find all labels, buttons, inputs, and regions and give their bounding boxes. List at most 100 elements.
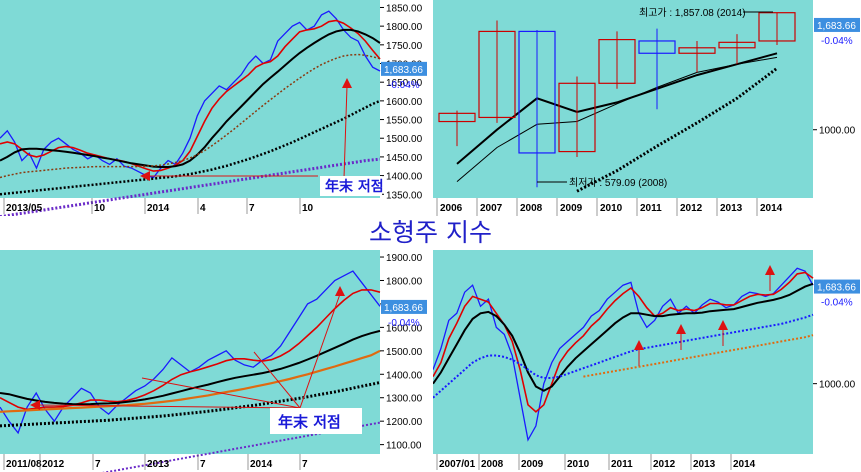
chart-yearly-candles: 2006 2007 2008 2009 2010 2011 2012 2013 2014 1000… bbox=[433, 0, 861, 216]
plot-background bbox=[0, 0, 380, 216]
last-value-badge bbox=[381, 299, 427, 314]
y-axis-area bbox=[380, 0, 428, 216]
y-tick-label: 1000.00 bbox=[819, 380, 856, 391]
candle-body bbox=[598, 38, 636, 84]
x-tick-label: 2012 bbox=[653, 459, 676, 470]
series-ma-200 bbox=[0, 99, 381, 196]
high-label: 최고가 : 1,857.08 (2014) bbox=[639, 7, 746, 19]
x-tick-label: 2012 bbox=[680, 203, 703, 214]
x-tick-label: 2012 bbox=[42, 459, 65, 470]
annotation-arrow-line bbox=[253, 351, 301, 409]
annotation-label: 年末 저점 bbox=[278, 413, 341, 431]
y-tick-label: 1800.00 bbox=[386, 22, 423, 33]
annotation-box bbox=[270, 408, 362, 434]
y-tick-label: 1450.00 bbox=[386, 153, 423, 164]
x-tick-label: 2009 bbox=[521, 459, 544, 470]
y-tick-label: 1800.00 bbox=[386, 276, 423, 287]
y-tick-label: 1550.00 bbox=[386, 116, 423, 127]
candle-body bbox=[638, 40, 676, 54]
x-tick-label: 2011 bbox=[640, 203, 662, 214]
change-label: -0.04% bbox=[821, 298, 853, 309]
x-tick-label: 2010 bbox=[600, 203, 623, 214]
last-value-badge bbox=[814, 279, 860, 294]
y-tick-label: 1400.00 bbox=[386, 370, 423, 381]
y-tick-label: 1400.00 bbox=[386, 172, 423, 183]
x-tick-label: 2013 bbox=[720, 203, 743, 214]
chart-monthly: 1000.00 2007/01 2008 2009 2010 2011 2012 2013 20… bbox=[433, 250, 861, 472]
series-ma-black bbox=[0, 329, 381, 406]
last-value-label: 1,683.66 bbox=[384, 65, 423, 76]
candle-body bbox=[758, 12, 796, 42]
y-axis-area bbox=[813, 0, 861, 216]
annotation-arrow-head bbox=[765, 265, 775, 275]
x-axis-area bbox=[433, 454, 813, 472]
chart-daily-long: 1900.001800.001700.001600.001500.001400.… bbox=[0, 250, 428, 472]
y-tick-label: 1650.00 bbox=[386, 78, 423, 89]
last-value-badge bbox=[381, 61, 427, 76]
low-label: 최저가 : 579.09 (2008) bbox=[569, 177, 667, 189]
x-tick-label: 2011 bbox=[611, 459, 633, 470]
chart-daily-recent: 1850.001800.001750.001700.001650.001600.… bbox=[0, 0, 428, 216]
chart-daily-recent-svg: 1850.001800.001750.001700.001650.001600.… bbox=[0, 0, 428, 216]
x-tick-label: 2006 bbox=[440, 203, 463, 214]
plot-background bbox=[0, 250, 380, 472]
y-tick-label: 1000.00 bbox=[819, 126, 856, 137]
chart-yearly-candles-svg: 2006 2007 2008 2009 2010 2011 2012 2013 2014 1000… bbox=[433, 0, 861, 216]
y-tick-label: 1350.00 bbox=[386, 190, 423, 201]
change-label: -0.04% bbox=[821, 36, 853, 47]
x-tick-label: 2013/05 bbox=[6, 203, 43, 214]
series-ma-red bbox=[0, 289, 381, 411]
annotation-arrow-line bbox=[299, 293, 341, 409]
series-price bbox=[433, 267, 814, 442]
annotation-arrow-line bbox=[343, 85, 348, 179]
x-tick-label: 2014 bbox=[733, 459, 756, 470]
x-tick-label: 2014 bbox=[250, 459, 273, 470]
x-tick-label: 7 bbox=[200, 459, 206, 470]
series-ma-black bbox=[433, 282, 814, 392]
annotation-arrow-head bbox=[342, 78, 352, 88]
y-tick-label: 1850.00 bbox=[386, 3, 423, 14]
annotation-arrow-head bbox=[335, 286, 345, 296]
series-ma-red bbox=[433, 271, 814, 413]
series-ma-orange-dotted bbox=[583, 334, 814, 378]
x-tick-label: 7 bbox=[249, 203, 255, 214]
y-tick-label: 1500.00 bbox=[386, 347, 423, 358]
x-tick-label: 2014 bbox=[147, 203, 170, 214]
last-value-badge bbox=[814, 17, 860, 32]
x-tick-label: 10 bbox=[94, 203, 106, 214]
x-tick-label: 2013 bbox=[147, 459, 170, 470]
series-ma-mid bbox=[0, 28, 381, 168]
candle-body bbox=[678, 47, 716, 54]
last-value-label: 1,683.66 bbox=[384, 303, 423, 314]
x-tick-label: 7 bbox=[302, 459, 308, 470]
x-tick-label: 2013 bbox=[693, 459, 716, 470]
x-tick-label: 2007 bbox=[480, 203, 503, 214]
series-ma-short bbox=[0, 19, 381, 172]
x-axis-area bbox=[433, 198, 813, 216]
candle-body bbox=[478, 30, 516, 119]
series-ma-long-dotted bbox=[0, 53, 381, 179]
y-tick-label: 1600.00 bbox=[386, 323, 423, 334]
y-tick-label: 1500.00 bbox=[386, 134, 423, 145]
y-tick-label: 1200.00 bbox=[386, 417, 423, 428]
annotation-arrow-head bbox=[140, 171, 150, 181]
x-tick-label: 2011/08 bbox=[6, 459, 42, 470]
x-tick-label: 2009 bbox=[560, 203, 583, 214]
x-tick-label: 4 bbox=[200, 203, 206, 214]
x-axis-area bbox=[0, 454, 380, 472]
candle-body bbox=[718, 41, 756, 49]
candle-body bbox=[438, 112, 476, 123]
change-label: -0.04% bbox=[388, 318, 420, 329]
series-ma-long-purple bbox=[0, 157, 381, 216]
annotation-arrow-line bbox=[141, 377, 301, 409]
candle-body bbox=[518, 30, 556, 154]
annotation-label: 年末 저점 bbox=[325, 178, 384, 195]
x-tick-label: 2008 bbox=[520, 203, 543, 214]
chart-daily-long-svg: 1900.001800.001700.001600.001500.001400.… bbox=[0, 250, 428, 472]
chart-monthly-svg: 1000.00 2007/01 2008 2009 2010 2011 2012 2013 20… bbox=[433, 250, 861, 472]
annotation-arrow-line bbox=[35, 404, 301, 409]
series-ma-bold bbox=[456, 52, 778, 165]
series-ma-orange bbox=[0, 349, 381, 413]
x-tick-label: 2007/01 bbox=[439, 459, 476, 470]
annotation-arrow-head bbox=[718, 320, 728, 330]
